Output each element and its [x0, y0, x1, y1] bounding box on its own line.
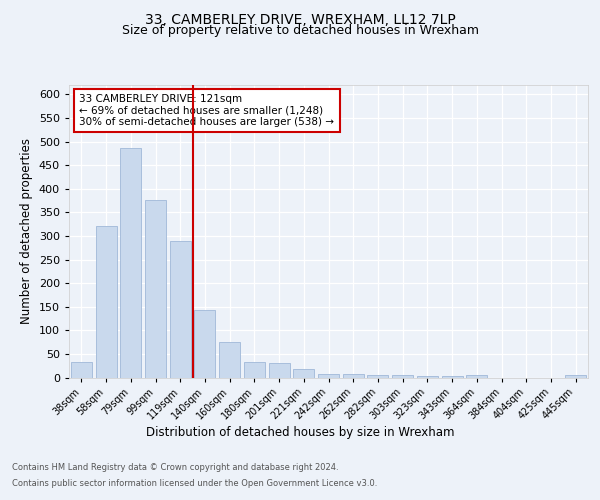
Text: Size of property relative to detached houses in Wrexham: Size of property relative to detached ho…: [121, 24, 479, 37]
Text: 33, CAMBERLEY DRIVE, WREXHAM, LL12 7LP: 33, CAMBERLEY DRIVE, WREXHAM, LL12 7LP: [145, 12, 455, 26]
Text: Contains HM Land Registry data © Crown copyright and database right 2024.: Contains HM Land Registry data © Crown c…: [12, 464, 338, 472]
Bar: [417, 376, 438, 378]
Bar: [170, 240, 191, 378]
Y-axis label: Number of detached properties: Number of detached properties: [20, 138, 33, 324]
Bar: [367, 375, 388, 378]
Bar: [219, 342, 240, 378]
Bar: [565, 374, 586, 378]
Bar: [392, 375, 413, 378]
Bar: [442, 376, 463, 378]
Bar: [244, 362, 265, 378]
Text: Distribution of detached houses by size in Wrexham: Distribution of detached houses by size …: [146, 426, 454, 439]
Text: Contains public sector information licensed under the Open Government Licence v3: Contains public sector information licen…: [12, 478, 377, 488]
Bar: [466, 375, 487, 378]
Bar: [318, 374, 339, 378]
Text: 33 CAMBERLEY DRIVE: 121sqm
← 69% of detached houses are smaller (1,248)
30% of s: 33 CAMBERLEY DRIVE: 121sqm ← 69% of deta…: [79, 94, 334, 127]
Bar: [293, 370, 314, 378]
Bar: [145, 200, 166, 378]
Bar: [71, 362, 92, 378]
Bar: [269, 364, 290, 378]
Bar: [120, 148, 141, 378]
Bar: [343, 374, 364, 378]
Bar: [194, 310, 215, 378]
Bar: [95, 226, 116, 378]
